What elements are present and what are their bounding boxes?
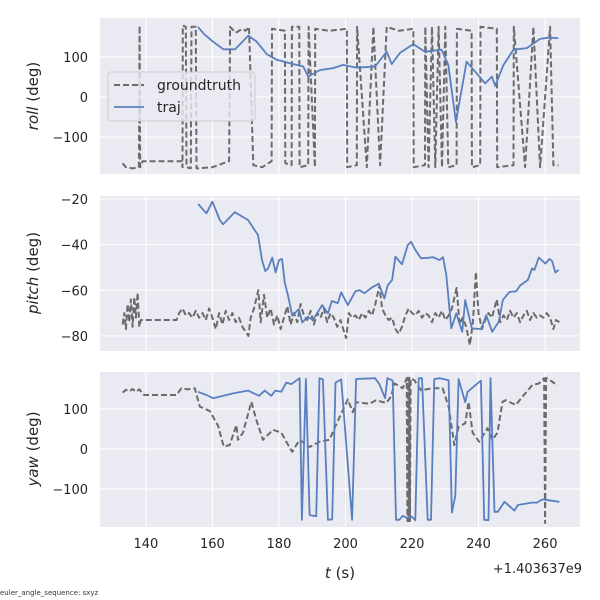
- axis-label-unit: (deg): [24, 232, 42, 277]
- y-tick-label: −100: [52, 483, 88, 498]
- groundtruth-line: [121, 24, 559, 170]
- axis-label-unit: (deg): [24, 411, 42, 456]
- y-tick-label: −20: [61, 193, 88, 208]
- x-tick-label: 260: [533, 537, 558, 552]
- legend-frame: [107, 71, 256, 122]
- axis-label-variable: roll: [24, 106, 42, 131]
- pitch-axes: −20 −40 −60 −80 pitch (deg): [24, 193, 580, 351]
- euler-sequence-note: euler_angle_sequence: sxyz: [0, 589, 99, 597]
- axis-label-unit: (s): [331, 564, 355, 582]
- axis-label-unit: (deg): [24, 62, 42, 107]
- traj-line: [197, 26, 559, 123]
- y-tick-label: 100: [63, 403, 88, 418]
- y-tick-label: −100: [52, 131, 88, 146]
- y-tick-label: −80: [61, 330, 88, 345]
- y-tick-label: 100: [63, 51, 88, 66]
- x-tick-label: 180: [267, 537, 292, 552]
- x-axis-label: t (s): [325, 564, 355, 582]
- pitch-axis-label: pitch (deg): [24, 232, 42, 315]
- roll-axes: 100 0 −100 roll (deg) groundtruth traj: [24, 18, 580, 174]
- axis-label-variable: t: [325, 564, 332, 582]
- legend-label-traj: traj: [157, 100, 181, 116]
- traj-line: [197, 377, 560, 522]
- legend-label-groundtruth: groundtruth: [157, 78, 241, 94]
- legend: groundtruth traj: [107, 71, 256, 122]
- y-tick-label: 0: [80, 443, 88, 458]
- x-tick-label: 140: [133, 537, 158, 552]
- plot-background: [100, 196, 580, 351]
- y-tick-label: −40: [61, 239, 88, 254]
- x-tick-label: 160: [200, 537, 225, 552]
- axis-label-variable: yaw: [24, 455, 42, 487]
- x-tick-label: 240: [466, 537, 491, 552]
- y-tick-label: −60: [61, 284, 88, 299]
- traj-line: [197, 200, 560, 333]
- x-tick-label: 200: [333, 537, 358, 552]
- x-offset-label: +1.403637e9: [493, 562, 582, 577]
- x-tick-label: 220: [400, 537, 425, 552]
- axis-label-variable: pitch: [24, 277, 42, 315]
- y-tick-label: 0: [80, 91, 88, 106]
- groundtruth-line: [121, 376, 559, 524]
- yaw-axes: 100 0 −100 yaw (deg) 140 160 180 200 220 240 260 t …: [24, 372, 582, 582]
- yaw-axis-label: yaw (deg): [24, 411, 42, 487]
- roll-axis-label: roll (deg): [24, 62, 42, 130]
- groundtruth-line: [121, 271, 560, 347]
